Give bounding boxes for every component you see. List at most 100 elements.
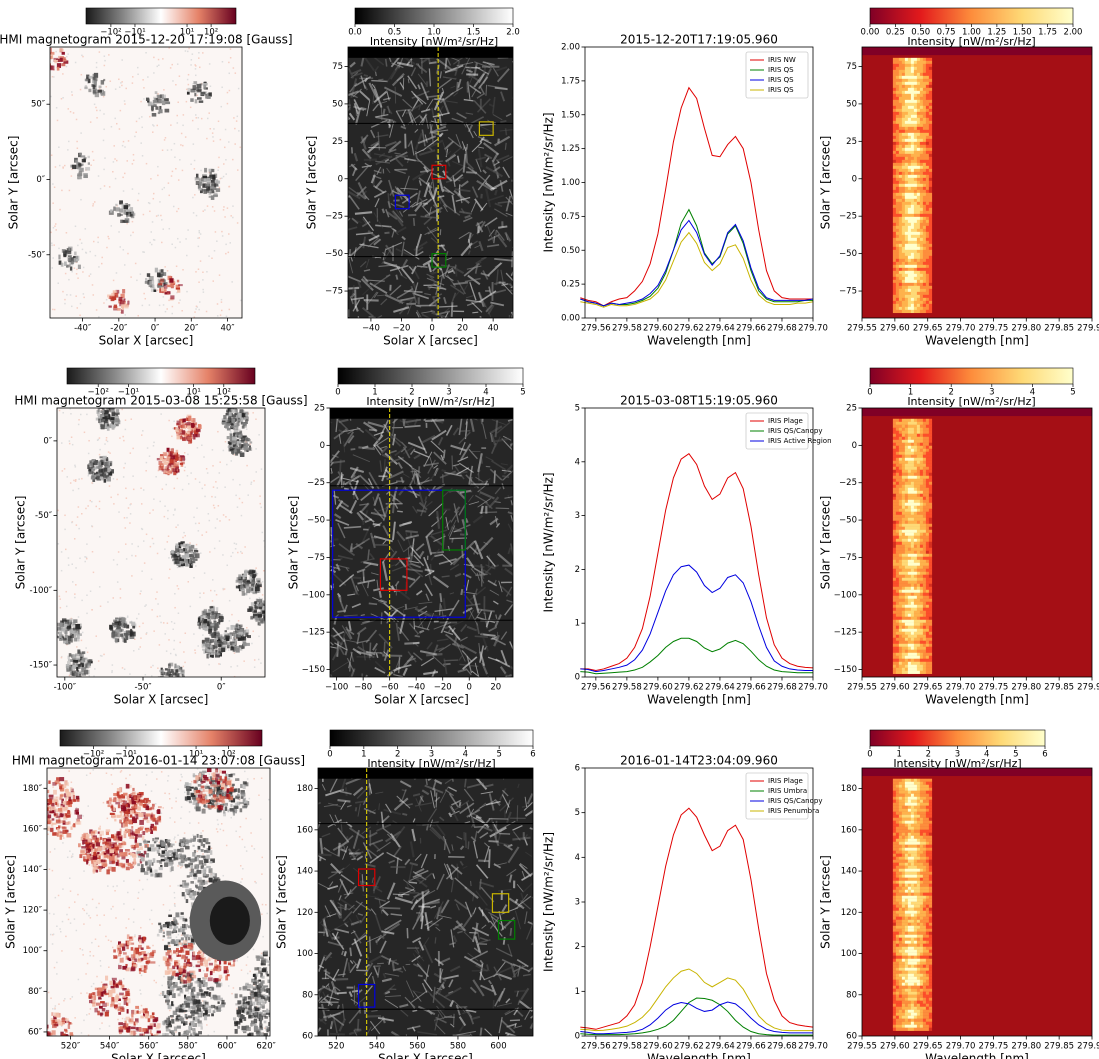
image-texture xyxy=(142,251,144,253)
image-texture xyxy=(919,129,924,134)
image-texture xyxy=(227,643,230,647)
image-texture xyxy=(58,146,60,148)
image-texture xyxy=(118,86,121,88)
image-texture xyxy=(76,140,78,143)
image-texture xyxy=(928,306,933,311)
image-texture xyxy=(408,622,419,635)
image-texture xyxy=(898,168,903,173)
image-texture xyxy=(916,180,921,185)
image-texture xyxy=(212,465,214,467)
image-texture xyxy=(919,75,924,80)
image-texture xyxy=(164,466,168,470)
image-texture xyxy=(922,162,927,167)
image-texture xyxy=(267,615,270,619)
image-texture xyxy=(492,67,499,77)
image-texture xyxy=(192,433,198,437)
image-texture xyxy=(168,663,171,669)
image-texture xyxy=(474,244,481,249)
image-texture xyxy=(395,274,399,280)
image-texture xyxy=(439,71,442,79)
image-texture xyxy=(220,619,223,623)
image-texture xyxy=(95,505,98,508)
image-texture xyxy=(225,423,231,427)
image-texture xyxy=(919,246,924,251)
image-texture xyxy=(898,63,903,68)
image-texture xyxy=(172,468,177,472)
image-texture xyxy=(913,309,918,314)
image-texture xyxy=(925,255,930,260)
image-texture xyxy=(348,186,358,195)
image-texture xyxy=(193,159,196,162)
image-texture xyxy=(892,96,897,101)
image-texture xyxy=(928,78,933,83)
image-texture xyxy=(178,284,183,287)
x-tick-label: −40 xyxy=(362,324,380,334)
image-texture xyxy=(512,246,513,249)
image-texture xyxy=(86,664,91,668)
image-texture xyxy=(913,180,918,185)
image-texture xyxy=(55,107,58,109)
image-texture xyxy=(904,60,909,65)
image-texture xyxy=(95,106,97,109)
image-texture xyxy=(505,196,513,206)
image-texture xyxy=(182,438,187,442)
image-texture xyxy=(75,657,81,660)
image-texture xyxy=(215,593,218,596)
image-texture xyxy=(171,683,174,688)
image-texture xyxy=(928,198,933,203)
image-texture xyxy=(375,160,391,164)
image-texture xyxy=(210,179,215,183)
image-texture xyxy=(226,427,231,431)
image-texture xyxy=(916,138,921,143)
image-texture xyxy=(422,198,433,207)
image-texture xyxy=(382,525,390,537)
image-texture xyxy=(233,423,236,428)
image-texture xyxy=(420,215,440,219)
image-texture xyxy=(72,489,74,492)
image-texture xyxy=(108,210,114,215)
image-texture xyxy=(88,463,94,467)
image-texture xyxy=(913,288,918,293)
image-texture xyxy=(380,168,384,174)
image-texture xyxy=(907,132,912,137)
image-texture xyxy=(895,246,900,251)
image-texture xyxy=(171,684,174,687)
image-texture xyxy=(66,476,69,478)
image-texture xyxy=(928,258,933,263)
image-texture xyxy=(904,291,909,296)
image-texture xyxy=(901,300,906,305)
image-texture xyxy=(178,679,181,683)
image-texture xyxy=(445,176,464,184)
image-texture xyxy=(126,624,130,629)
image-texture xyxy=(922,153,927,158)
image-texture xyxy=(898,132,903,137)
image-texture xyxy=(110,125,113,128)
image-texture xyxy=(60,655,63,658)
image-texture xyxy=(91,459,95,462)
image-texture xyxy=(907,225,912,230)
image-texture xyxy=(925,57,930,62)
image-texture xyxy=(112,171,114,173)
image-texture xyxy=(192,212,195,214)
image-texture xyxy=(916,69,921,74)
image-texture xyxy=(270,608,274,611)
image-texture xyxy=(150,578,153,580)
image-texture xyxy=(70,175,73,177)
image-texture xyxy=(207,611,212,615)
x-tick-label: -50″ xyxy=(134,683,151,693)
image-texture xyxy=(223,641,228,645)
image-texture xyxy=(124,543,127,545)
image-texture xyxy=(505,272,513,282)
image-texture xyxy=(922,147,927,152)
image-texture xyxy=(247,494,249,496)
image-texture xyxy=(73,621,76,626)
image-texture xyxy=(892,75,897,80)
image-texture xyxy=(228,620,231,622)
image-texture xyxy=(177,588,180,590)
image-texture xyxy=(193,633,195,635)
image-texture xyxy=(63,253,67,258)
image-texture xyxy=(353,152,359,162)
image-texture xyxy=(919,135,924,140)
image-texture xyxy=(235,449,241,454)
image-texture xyxy=(892,162,897,167)
